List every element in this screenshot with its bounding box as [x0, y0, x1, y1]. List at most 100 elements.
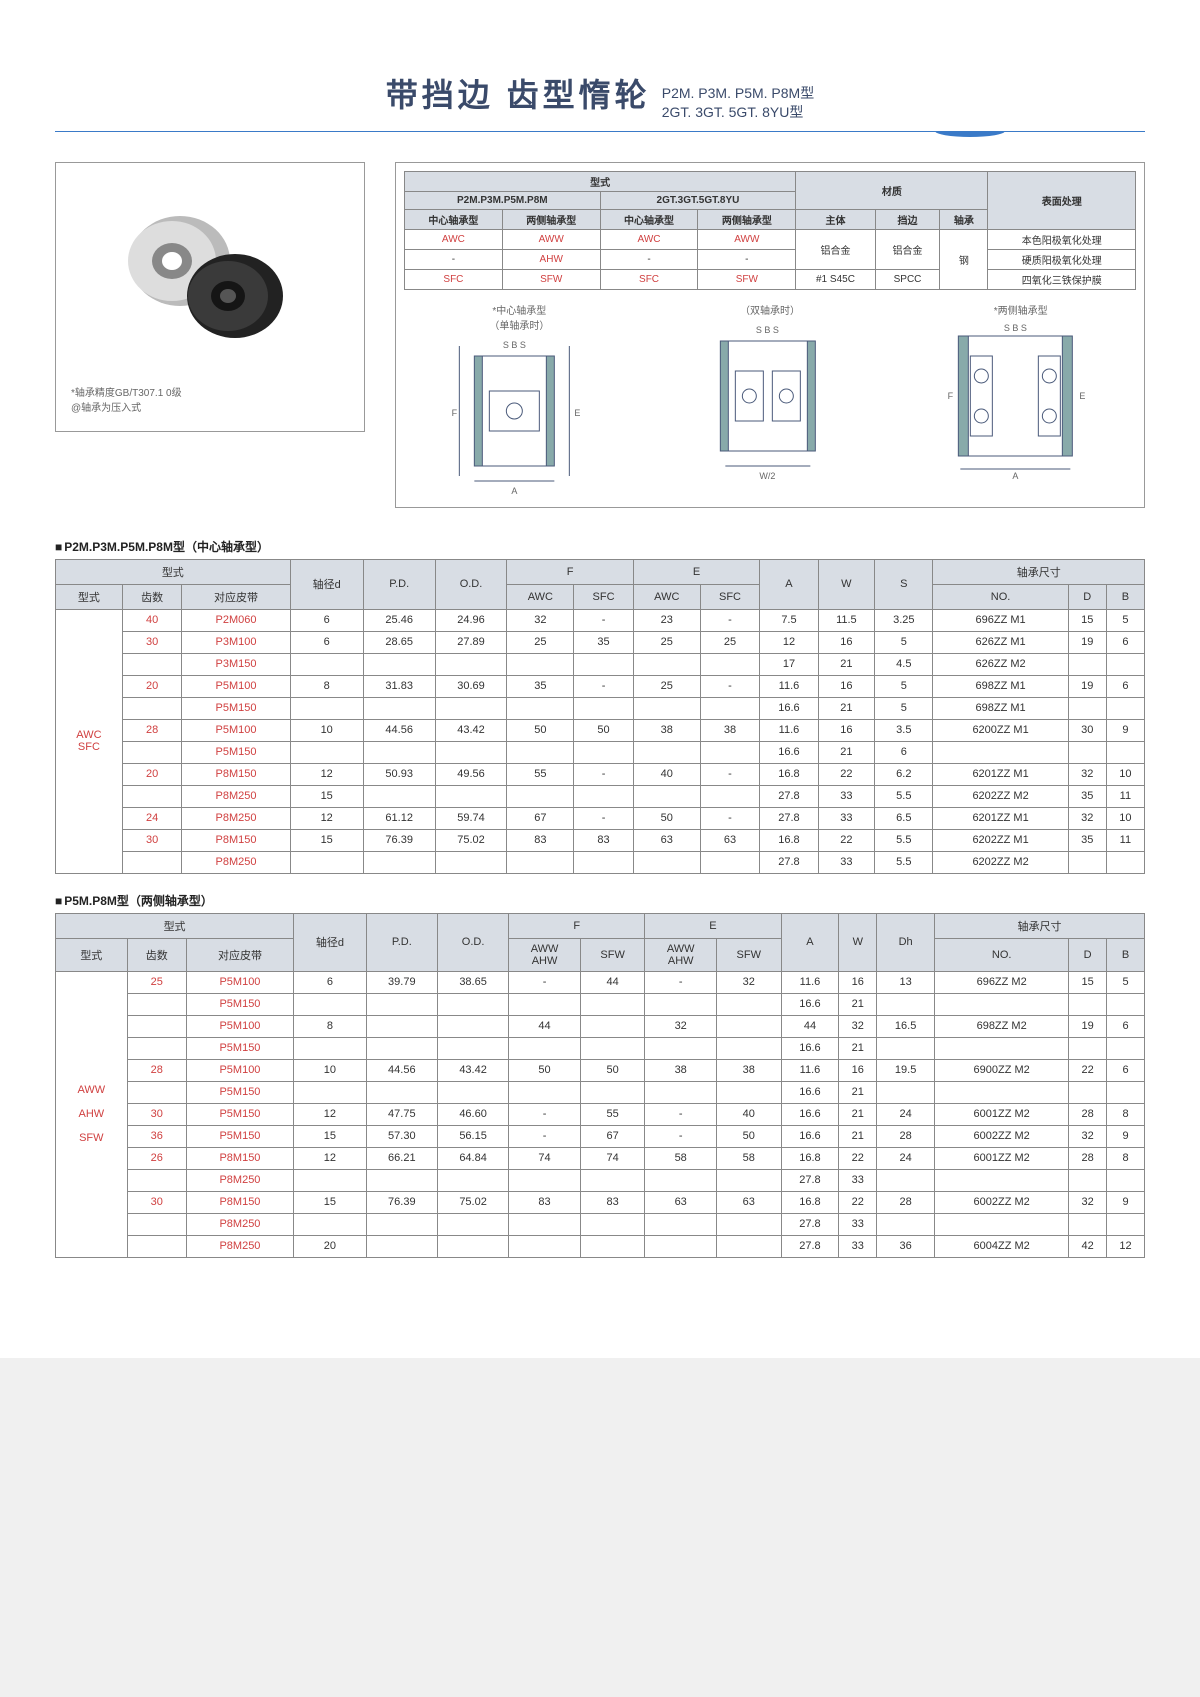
cell-w: 33 — [818, 807, 875, 829]
cell-belt: P3M150 — [182, 653, 290, 675]
cell-teeth — [127, 993, 186, 1015]
svg-text:E: E — [1080, 391, 1086, 401]
cell-fb — [574, 741, 634, 763]
cell-pd: 25.46 — [363, 609, 435, 631]
cell-pd — [363, 785, 435, 807]
cell-B: 10 — [1106, 763, 1144, 785]
cell-fb — [574, 653, 634, 675]
cell-belt: P8M250 — [182, 785, 290, 807]
cell-pd — [366, 1235, 437, 1257]
cell-teeth: 20 — [122, 763, 182, 785]
cell-D: 30 — [1068, 719, 1106, 741]
cell-B: 9 — [1107, 1191, 1145, 1213]
cell-a: 7.5 — [760, 609, 818, 631]
cell-pd: 44.56 — [366, 1059, 437, 1081]
cell-teeth: 26 — [127, 1147, 186, 1169]
t1-hdr-model: 型式 — [56, 584, 123, 609]
t1-hdr-bearing: 轴承尺寸 — [933, 559, 1145, 584]
spec-r2c4: - — [698, 249, 796, 269]
cell-fb — [580, 1081, 645, 1103]
cell-D: 35 — [1068, 785, 1106, 807]
diagram-3-label: *两侧轴承型 — [905, 302, 1136, 317]
spec-table: 型式 材质 表面处理 P2M.P3M.P5M.P8M 2GT.3GT.5GT.8… — [404, 171, 1136, 290]
cell-B: 5 — [1106, 609, 1144, 631]
cell-B — [1106, 697, 1144, 719]
cell-fa — [507, 741, 574, 763]
cell-d: 15 — [290, 785, 363, 807]
cell-no: 626ZZ M1 — [933, 631, 1068, 653]
cell-pd — [366, 1081, 437, 1103]
cell-D: 28 — [1069, 1147, 1107, 1169]
cell-D — [1069, 1081, 1107, 1103]
cell-ea: 32 — [645, 1015, 717, 1037]
cell-ea — [645, 993, 717, 1015]
cell-D — [1069, 1169, 1107, 1191]
cell-eb — [717, 1235, 782, 1257]
cell-a: 16.8 — [781, 1191, 839, 1213]
cell-fa — [507, 785, 574, 807]
cell-belt: P8M150 — [186, 1191, 293, 1213]
cell-od — [437, 1037, 508, 1059]
cell-fa — [509, 1235, 581, 1257]
cell-fb: 35 — [574, 631, 634, 653]
cell-pd — [363, 653, 435, 675]
cell-od: 75.02 — [437, 1191, 508, 1213]
cell-d: 6 — [294, 971, 367, 993]
cell-dh — [877, 1213, 935, 1235]
cell-pd — [363, 741, 435, 763]
cell-s: 5 — [875, 697, 933, 719]
spec-r3-edge: SPCC — [875, 269, 940, 289]
table-row: P5M15016.6216 — [56, 741, 1145, 763]
cell-fa: 50 — [509, 1059, 581, 1081]
spec-mat-bearing: 轴承 — [940, 209, 988, 229]
cell-ea: - — [645, 1125, 717, 1147]
cell-d: 8 — [294, 1015, 367, 1037]
cell-belt: P8M150 — [186, 1147, 293, 1169]
cell-fb — [580, 1037, 645, 1059]
cell-belt: P5M100 — [182, 719, 290, 741]
t1-hdr-D: D — [1068, 584, 1106, 609]
cell-D — [1068, 697, 1106, 719]
cell-d: 12 — [294, 1103, 367, 1125]
cell-a: 16.6 — [781, 993, 839, 1015]
cell-d: 8 — [290, 675, 363, 697]
cell-ea: 63 — [633, 829, 700, 851]
spec-sub-center1: 中心轴承型 — [405, 209, 503, 229]
cell-dh: 36 — [877, 1235, 935, 1257]
cell-B: 9 — [1107, 1125, 1145, 1147]
cell-fb — [574, 697, 634, 719]
cell-od — [435, 741, 507, 763]
cell-od — [435, 697, 507, 719]
t1-hdr-F: F — [507, 559, 633, 584]
cell-a: 11.6 — [760, 675, 818, 697]
cell-a: 27.8 — [760, 785, 818, 807]
t2-type-label: AWW AHW SFW — [56, 971, 128, 1257]
cell-B: 12 — [1107, 1235, 1145, 1257]
cell-s: 6 — [875, 741, 933, 763]
cell-eb — [700, 653, 760, 675]
section2-title: P5M.P8M型（两侧轴承型） — [55, 892, 1145, 909]
cell-fb: 55 — [580, 1103, 645, 1125]
cell-belt: P8M250 — [186, 1169, 293, 1191]
product-photo — [71, 178, 349, 374]
cell-eb: 40 — [717, 1103, 782, 1125]
spec-r1c3: AWC — [600, 229, 698, 249]
cell-fa — [509, 1037, 581, 1059]
t1-hdr-no: NO. — [933, 584, 1068, 609]
svg-text:E: E — [574, 408, 580, 418]
cell-w: 22 — [818, 829, 875, 851]
cell-teeth — [122, 851, 182, 873]
t2-hdr-type: 型式 — [56, 913, 294, 938]
svg-text:S B S: S B S — [756, 325, 779, 335]
cell-fb — [574, 785, 634, 807]
photo-note-line2: @轴承为压入式 — [71, 403, 141, 414]
diagram-2-svg: S B S W/2 — [655, 321, 886, 481]
cell-d: 20 — [294, 1235, 367, 1257]
cell-fb: 67 — [580, 1125, 645, 1147]
cell-B: 8 — [1107, 1147, 1145, 1169]
cell-B — [1107, 1037, 1145, 1059]
cell-pd: 44.56 — [363, 719, 435, 741]
cell-no: 6200ZZ M1 — [933, 719, 1068, 741]
cell-w: 21 — [839, 1037, 877, 1059]
cell-belt: P8M250 — [182, 807, 290, 829]
